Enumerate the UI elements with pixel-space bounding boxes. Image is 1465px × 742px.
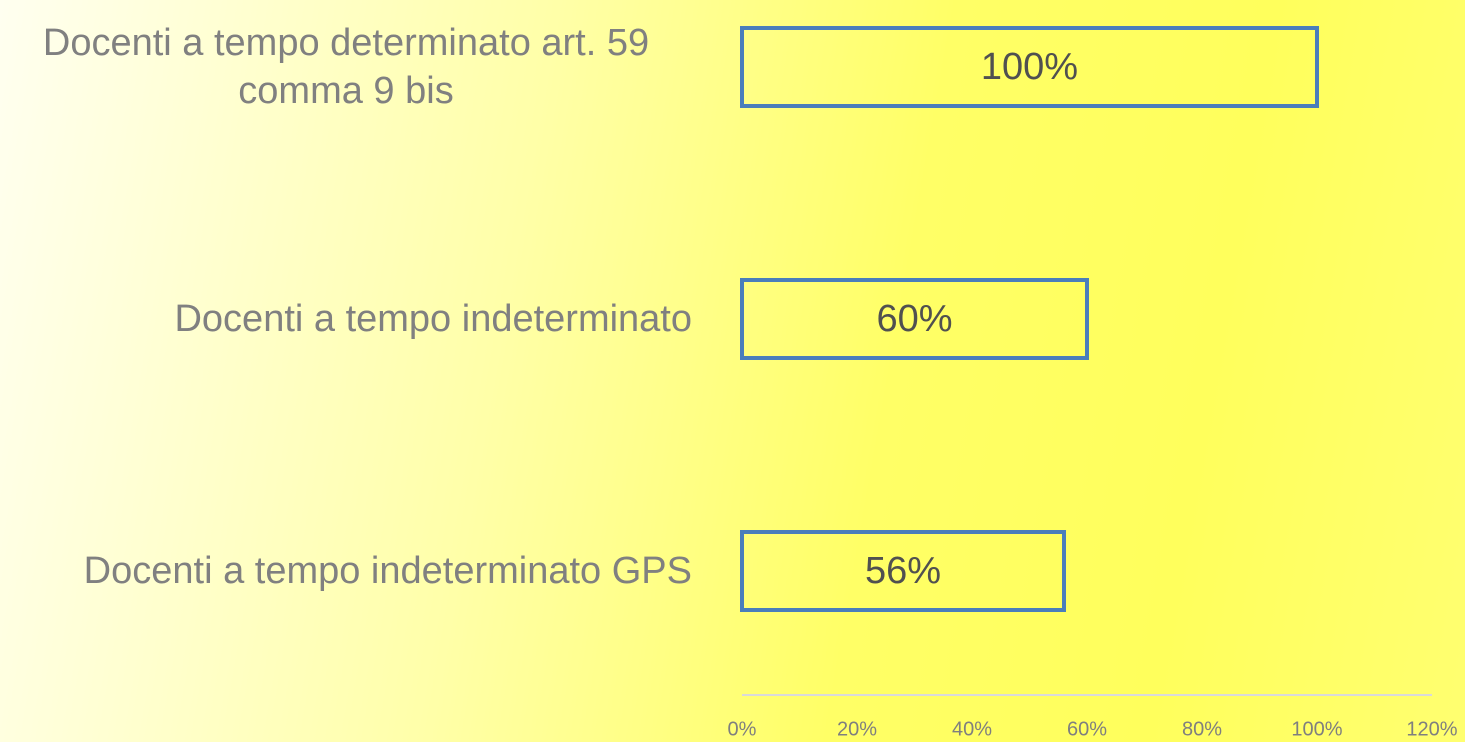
x-tick-label: 60% (1067, 718, 1107, 740)
category-text: Docenti a tempo indeterminato (174, 298, 692, 340)
x-tick-label: 0% (728, 718, 757, 740)
value-label: 60% (876, 298, 952, 340)
category-text: Docenti a tempo indeterminato GPS (83, 550, 692, 592)
value-label: 56% (865, 550, 941, 592)
category-text: Docenti a tempo determinato art. 59 comm… (42, 22, 650, 112)
bar (740, 26, 1319, 108)
x-tick-label: 40% (952, 718, 992, 740)
x-tick-label: 120% (1406, 718, 1457, 740)
x-tick-label: 100% (1291, 718, 1342, 740)
bar (740, 530, 1066, 612)
value-label: 100% (981, 46, 1078, 88)
category-label: Docenti a tempo indeterminato (0, 295, 692, 343)
category-label: Docenti a tempo indeterminato GPS (0, 547, 692, 595)
x-tick-label: 80% (1182, 718, 1222, 740)
category-label: Docenti a tempo determinato art. 59 comm… (0, 19, 692, 115)
bar (740, 278, 1089, 360)
x-tick-label: 20% (837, 718, 877, 740)
